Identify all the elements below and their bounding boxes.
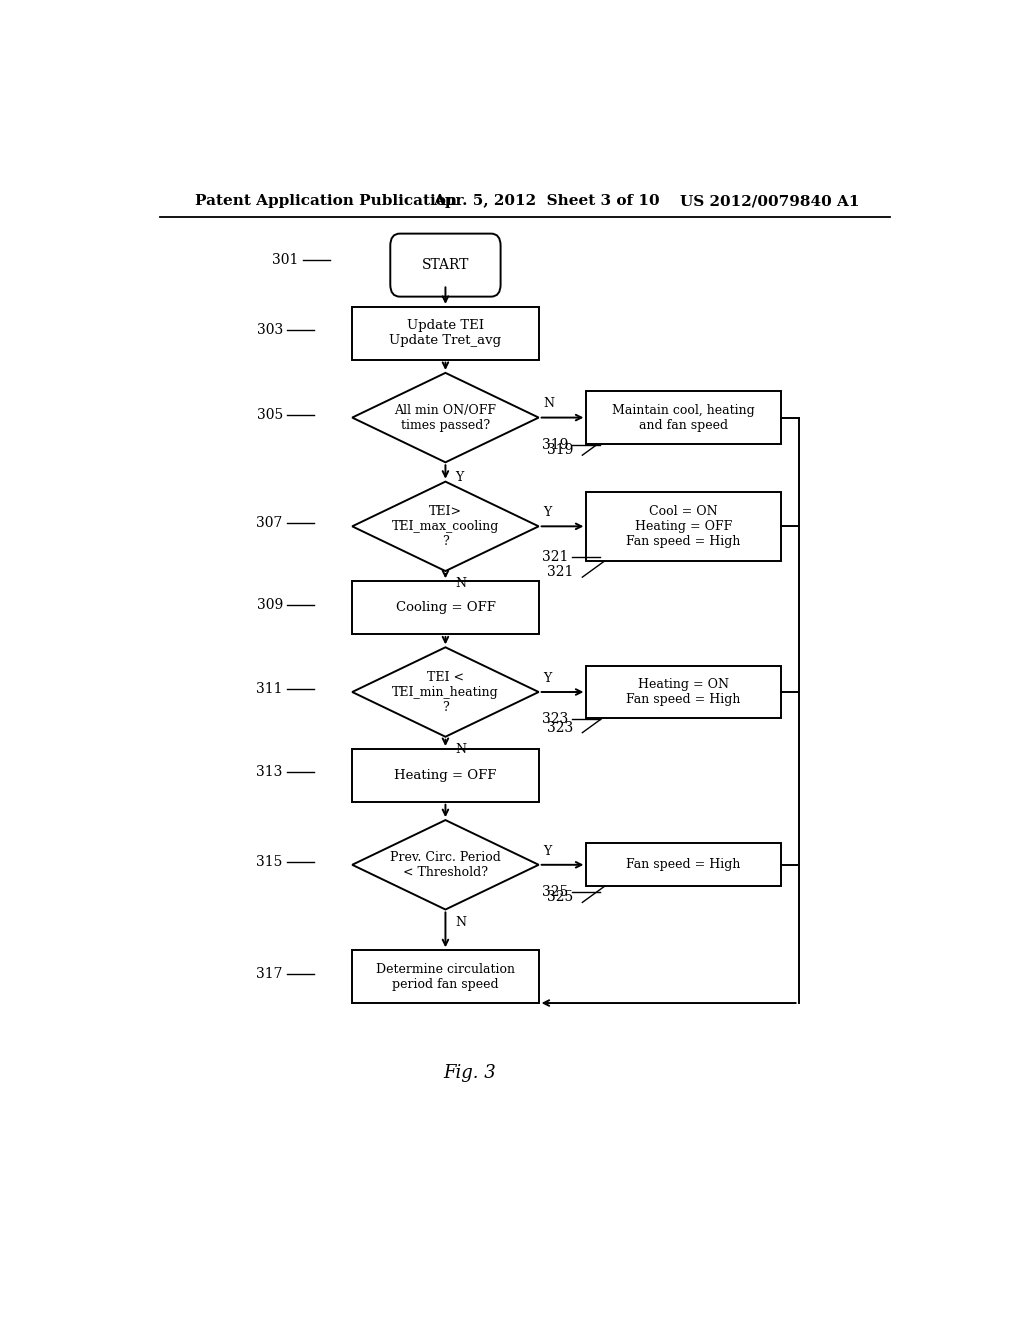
Text: Apr. 5, 2012  Sheet 3 of 10: Apr. 5, 2012 Sheet 3 of 10 [433, 194, 660, 209]
Text: Prev. Circ. Period
< Threshold?: Prev. Circ. Period < Threshold? [390, 851, 501, 879]
Text: Cool = ON
Heating = OFF
Fan speed = High: Cool = ON Heating = OFF Fan speed = High [627, 504, 740, 548]
Text: 317: 317 [256, 966, 283, 981]
Text: N: N [455, 577, 466, 590]
Text: Y: Y [544, 506, 552, 519]
Text: 305: 305 [256, 408, 283, 421]
Text: 301: 301 [272, 253, 299, 267]
Text: Fig. 3: Fig. 3 [442, 1064, 496, 1082]
Text: Y: Y [544, 845, 552, 858]
Text: TEI>
TEI_max_cooling
?: TEI> TEI_max_cooling ? [392, 504, 499, 548]
Bar [352, 950, 539, 1003]
Text: 303: 303 [256, 323, 283, 337]
Text: 311: 311 [256, 682, 283, 696]
Text: 323: 323 [542, 713, 568, 726]
Text: 309: 309 [256, 598, 283, 611]
Text: Maintain cool, heating
and fan speed: Maintain cool, heating and fan speed [612, 404, 755, 432]
Text: Heating = OFF: Heating = OFF [394, 768, 497, 781]
Bar [587, 391, 780, 444]
Text: 315: 315 [256, 855, 283, 869]
Polygon shape [352, 372, 539, 462]
Text: 307: 307 [256, 516, 283, 531]
Text: Determine circulation
period fan speed: Determine circulation period fan speed [376, 962, 515, 990]
Bar [352, 748, 539, 801]
Text: Y: Y [455, 471, 463, 483]
Bar [587, 665, 780, 718]
Text: All min ON/OFF
times passed?: All min ON/OFF times passed? [394, 404, 497, 432]
Text: US 2012/0079840 A1: US 2012/0079840 A1 [680, 194, 859, 209]
Text: Fan speed = High: Fan speed = High [627, 858, 740, 871]
Text: Y: Y [544, 672, 552, 685]
Text: 313: 313 [256, 766, 283, 779]
Bar [352, 306, 539, 359]
Text: Patent Application Publication: Patent Application Publication [196, 194, 458, 209]
Text: 321: 321 [542, 550, 568, 564]
Polygon shape [352, 647, 539, 737]
Polygon shape [352, 820, 539, 909]
Text: Heating = ON
Fan speed = High: Heating = ON Fan speed = High [627, 678, 740, 706]
Text: Update TEI
Update Tret_avg: Update TEI Update Tret_avg [389, 319, 502, 347]
Bar [587, 492, 780, 561]
Text: TEI <
TEI_min_heating
?: TEI < TEI_min_heating ? [392, 671, 499, 714]
Text: N: N [544, 397, 554, 411]
Text: Cooling = OFF: Cooling = OFF [395, 601, 496, 614]
Bar [352, 581, 539, 634]
Text: 325: 325 [542, 886, 568, 899]
Text: 319: 319 [542, 438, 568, 451]
Text: N: N [455, 743, 466, 756]
Bar [587, 843, 780, 886]
Text: 325: 325 [547, 890, 572, 904]
FancyBboxPatch shape [390, 234, 501, 297]
Text: 323: 323 [547, 721, 572, 735]
Text: START: START [422, 259, 469, 272]
Polygon shape [352, 482, 539, 572]
Text: N: N [455, 916, 466, 929]
Text: 321: 321 [547, 565, 573, 579]
Text: 319: 319 [547, 444, 573, 457]
